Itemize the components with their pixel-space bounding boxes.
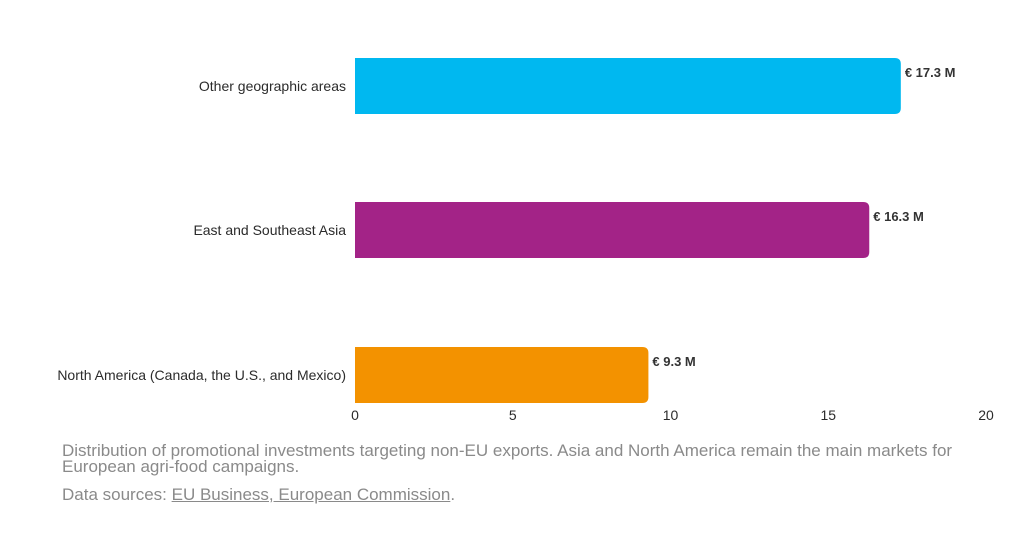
x-tick-label: 20 [978, 407, 994, 423]
x-tick-label: 0 [351, 407, 359, 423]
sources-suffix: . [450, 485, 456, 504]
bar-east-and-southeast-asia [355, 202, 870, 258]
data-sources: Data sources: EU Business, European Comm… [62, 485, 455, 505]
x-tick-label: 5 [509, 407, 517, 423]
value-labels: € 17.3 M € 16.3 M € 9.3 M [652, 65, 955, 369]
bars-layer [355, 58, 901, 403]
x-axis-ticks: 0 5 10 15 20 [351, 407, 994, 423]
bar-north-america-canada-the-u-s-and-mexico [355, 347, 649, 403]
value-label-north-america-canada-the-u-s-and-mexico: € 9.3 M [652, 354, 695, 369]
sources-prefix: Data sources: [62, 485, 172, 504]
sources-link[interactable]: EU Business, European Commission [171, 485, 451, 504]
bar-chart: Other geographic areas East and Southeast… [57, 58, 994, 423]
value-label-other-geographic-areas: € 17.3 M [905, 65, 956, 80]
category-label-east-and-southeast-asia: East and Southeast Asia [193, 222, 346, 238]
category-label-other-geographic-areas: Other geographic areas [199, 78, 346, 94]
category-label-north-america-canada-the-u-s-and-mexico: North America (Canada, the U.S., and Mex… [57, 367, 346, 383]
bar-other-geographic-areas [355, 58, 901, 114]
category-labels: Other geographic areas East and Southeast… [57, 78, 346, 383]
x-tick-label: 15 [820, 407, 836, 423]
x-tick-label: 10 [663, 407, 679, 423]
chart-caption: Distribution of promotional investments … [62, 441, 953, 476]
value-label-east-and-southeast-asia: € 16.3 M [873, 209, 924, 224]
